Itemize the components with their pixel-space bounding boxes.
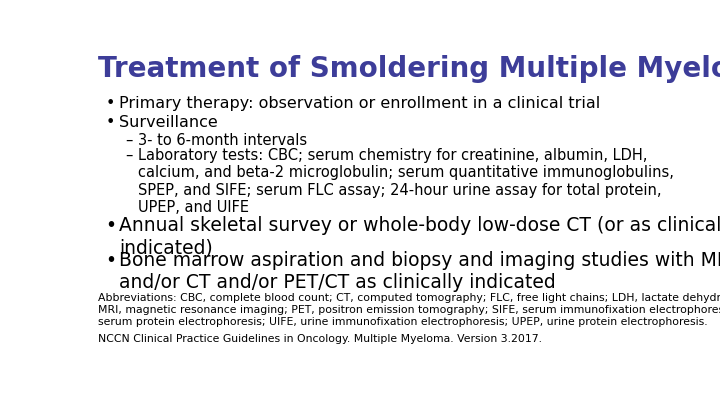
Text: •: • — [106, 96, 115, 111]
Text: Primary therapy: observation or enrollment in a clinical trial: Primary therapy: observation or enrollme… — [120, 96, 600, 111]
Text: NCCN Clinical Practice Guidelines in Oncology. Multiple Myeloma. Version 3.2017.: NCCN Clinical Practice Guidelines in Onc… — [98, 333, 541, 343]
Text: Abbreviations: CBC, complete blood count; CT, computed tomography; FLC, free lig: Abbreviations: CBC, complete blood count… — [98, 294, 720, 327]
Text: –: – — [125, 132, 132, 147]
Text: Laboratory tests: CBC; serum chemistry for creatinine, albumin, LDH,
calcium, an: Laboratory tests: CBC; serum chemistry f… — [138, 148, 674, 215]
Text: –: – — [125, 148, 132, 163]
Text: Surveillance: Surveillance — [120, 115, 218, 130]
Text: •: • — [106, 251, 117, 270]
Text: •: • — [106, 216, 117, 235]
Text: 3- to 6-month intervals: 3- to 6-month intervals — [138, 132, 307, 147]
Text: Treatment of Smoldering Multiple Myeloma: Treatment of Smoldering Multiple Myeloma — [98, 55, 720, 83]
Text: Annual skeletal survey or whole-body low-dose CT (or as clinically
indicated): Annual skeletal survey or whole-body low… — [120, 216, 720, 258]
Text: •: • — [106, 115, 115, 130]
Text: Bone marrow aspiration and biopsy and imaging studies with MRI
and/or CT and/or : Bone marrow aspiration and biopsy and im… — [120, 251, 720, 292]
